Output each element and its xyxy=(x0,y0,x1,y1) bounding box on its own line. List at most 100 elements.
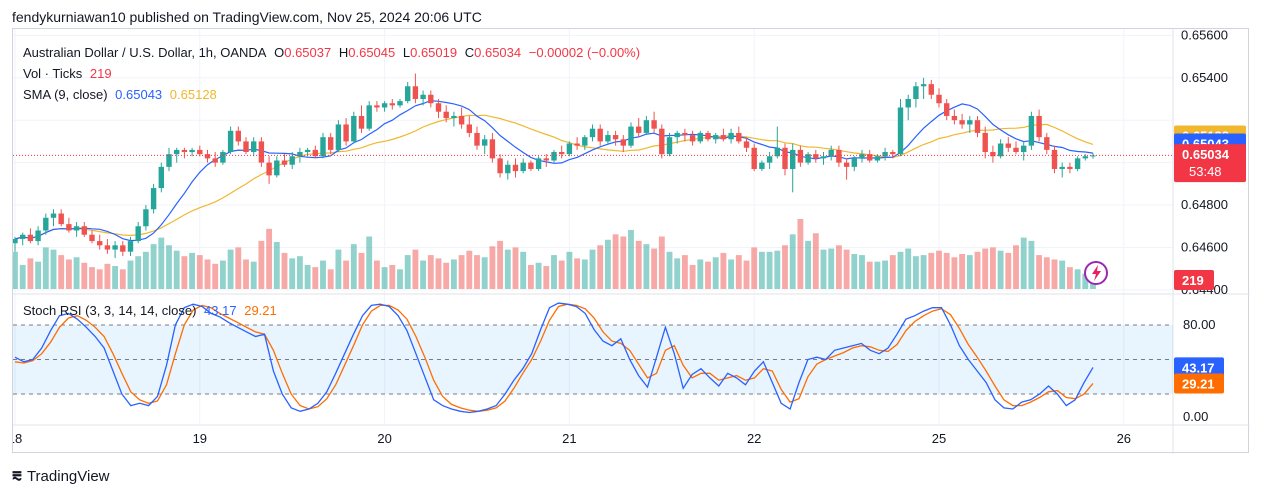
volume-bar xyxy=(1059,260,1066,289)
candle xyxy=(197,145,203,157)
candle-body xyxy=(974,120,981,133)
candle xyxy=(1067,162,1073,174)
time-tick-label: 26 xyxy=(1117,431,1131,446)
candle-body xyxy=(851,158,857,167)
volume-bar xyxy=(874,261,881,289)
candle-body xyxy=(335,124,342,150)
footer-brand[interactable]: ⩳ TradingView xyxy=(12,466,110,486)
volume-bar xyxy=(212,263,219,289)
candle-body xyxy=(482,139,488,146)
candle-body xyxy=(89,234,95,242)
countdown-label: 53:48 xyxy=(1189,164,1222,179)
candle-body xyxy=(997,143,1004,157)
candle xyxy=(405,82,411,104)
symbol-name[interactable]: Australian Dollar / U.S. Dollar, 1h, OAN… xyxy=(23,45,267,60)
volume-bar xyxy=(296,256,303,289)
candle-body xyxy=(751,147,757,169)
volume-bar xyxy=(266,228,273,289)
candle-body xyxy=(805,154,811,163)
candle xyxy=(166,147,172,172)
volume-bar xyxy=(1028,240,1035,289)
candle xyxy=(543,154,549,167)
stoch-label[interactable]: Stoch RSI (3, 3, 14, 14, close) xyxy=(23,303,197,318)
candle-body xyxy=(574,143,580,146)
candle-body xyxy=(428,94,434,104)
candle-body xyxy=(936,94,942,104)
low-label: L xyxy=(402,45,411,60)
candle xyxy=(43,213,49,235)
tradingview-logo-icon: ⩳ xyxy=(12,466,22,485)
volume-bar xyxy=(620,236,627,289)
candle xyxy=(120,241,126,256)
candle xyxy=(1074,156,1081,172)
volume-bar xyxy=(512,247,519,289)
candle xyxy=(81,222,87,237)
candle xyxy=(251,137,257,157)
volume-bar xyxy=(443,262,450,289)
candle-body xyxy=(1013,147,1019,153)
volume-bar xyxy=(966,255,973,289)
candle-body xyxy=(397,101,403,106)
volume-badge-label: 219 xyxy=(1182,273,1204,288)
candle xyxy=(474,126,480,150)
candle xyxy=(66,217,72,233)
volume-bar xyxy=(982,248,989,289)
candle-body xyxy=(174,149,180,155)
sma-slow-line xyxy=(14,114,1094,240)
volume-bar xyxy=(281,252,288,289)
candle-body xyxy=(381,103,388,108)
candle-body xyxy=(559,152,565,155)
candle-body xyxy=(905,98,911,108)
volume-bar xyxy=(35,261,42,289)
price-tick-label: 0.65600 xyxy=(1181,29,1228,42)
sma-label[interactable]: SMA (9, close) xyxy=(23,87,108,102)
candle xyxy=(328,132,334,155)
candle xyxy=(458,107,465,129)
candle xyxy=(212,152,218,167)
candle xyxy=(343,118,349,146)
candle xyxy=(381,101,388,112)
candle-body xyxy=(797,149,804,163)
candle xyxy=(335,120,342,153)
candle xyxy=(258,137,265,167)
candle xyxy=(374,101,380,112)
candle-body xyxy=(312,149,318,157)
candle-body xyxy=(520,162,526,172)
candle xyxy=(682,128,688,142)
volume-bar xyxy=(574,258,581,289)
candle xyxy=(990,145,996,163)
candle xyxy=(1013,141,1019,155)
candle xyxy=(497,154,503,178)
chart-canvas[interactable]: 0.656000.654000.648000.646000.644000.651… xyxy=(13,29,1250,454)
volume-bar xyxy=(666,251,673,289)
candle-body xyxy=(820,156,827,159)
candle xyxy=(274,156,280,178)
candle-body xyxy=(420,94,426,99)
candle-body xyxy=(458,115,465,125)
candle xyxy=(220,149,226,165)
price-badge-label: 0.65034 xyxy=(1182,147,1230,162)
candle-body xyxy=(81,226,87,235)
volume-bar xyxy=(327,269,334,289)
candle xyxy=(1036,109,1042,142)
candle xyxy=(266,156,272,184)
candle-body xyxy=(13,238,18,244)
volume-bar xyxy=(504,249,511,289)
candle-body xyxy=(1036,115,1042,138)
volume-bar xyxy=(820,249,827,289)
volume-bar xyxy=(543,266,550,289)
candle xyxy=(150,183,157,214)
candle-body xyxy=(774,147,780,157)
volume-bar xyxy=(897,251,904,289)
volume-bar xyxy=(943,252,950,289)
volume-bar xyxy=(628,229,634,289)
volume-label[interactable]: Vol · Ticks xyxy=(23,66,83,81)
chart-frame: 0.656000.654000.648000.646000.644000.651… xyxy=(12,28,1250,454)
candle xyxy=(967,115,973,133)
candle xyxy=(897,98,904,157)
candle-body xyxy=(297,152,303,157)
candle xyxy=(659,124,665,159)
candle-body xyxy=(666,137,673,155)
volume-bar xyxy=(335,249,342,289)
candle-body xyxy=(705,132,711,140)
